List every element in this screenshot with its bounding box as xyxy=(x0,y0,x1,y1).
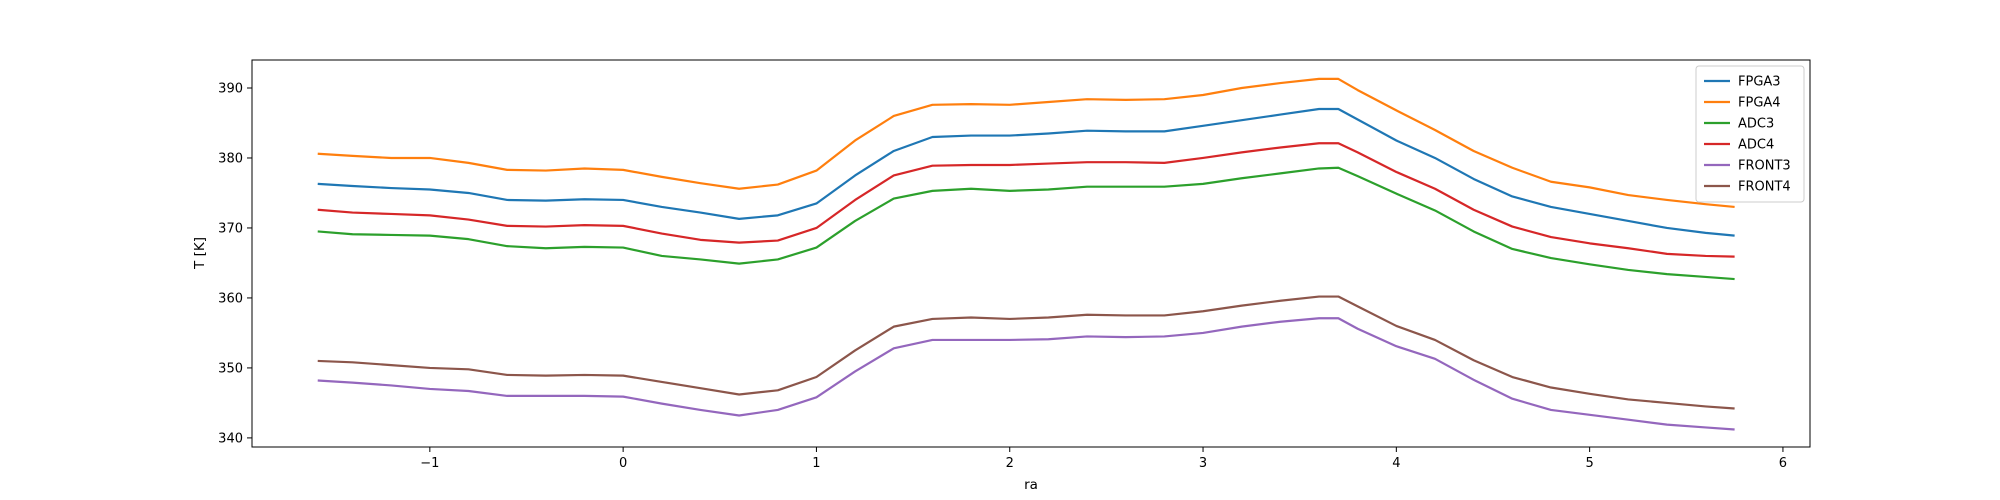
y-axis-label: T [K] xyxy=(192,237,208,270)
legend-label-fpga4: FPGA4 xyxy=(1738,96,1781,111)
legend-label-adc4: ADC4 xyxy=(1738,138,1774,153)
series-line-adc3 xyxy=(317,166,1735,281)
x-tick-label: −1 xyxy=(420,456,439,471)
x-tick-label: 6 xyxy=(1779,456,1787,471)
x-tick-label: 2 xyxy=(1006,456,1014,471)
y-tick-label: 350 xyxy=(218,361,243,376)
x-tick-label: 3 xyxy=(1199,456,1207,471)
series-line-front3 xyxy=(317,317,1735,431)
legend-label-front4: FRONT4 xyxy=(1738,180,1791,195)
legend-label-adc3: ADC3 xyxy=(1738,117,1774,132)
series-line-adc4 xyxy=(317,142,1735,258)
x-axis-label: ra xyxy=(1024,477,1038,493)
series-lines xyxy=(317,77,1735,431)
x-tick-label: 0 xyxy=(619,456,627,471)
y-tick-label: 390 xyxy=(218,81,243,96)
y-tick-label: 340 xyxy=(218,431,243,446)
series-line-front4 xyxy=(317,295,1735,410)
legend-label-front3: FRONT3 xyxy=(1738,159,1791,174)
x-tick-label: 1 xyxy=(812,456,820,471)
y-tick-label: 370 xyxy=(218,221,243,236)
plot-frame xyxy=(251,59,1811,448)
y-tick-label: 360 xyxy=(218,291,243,306)
x-tick-label: 5 xyxy=(1585,456,1593,471)
series-line-fpga4 xyxy=(317,77,1735,209)
series-line-fpga3 xyxy=(317,107,1735,237)
legend: FPGA3 FPGA4 ADC3 ADC4 FRONT3 FRONT4 xyxy=(1695,65,1805,203)
legend-box xyxy=(1695,65,1805,203)
legend-label-fpga3: FPGA3 xyxy=(1738,75,1781,90)
x-tick-label: 4 xyxy=(1392,456,1400,471)
x-axis: −1 0 1 2 3 4 5 6 xyxy=(420,447,1787,471)
y-axis: 340 350 360 370 380 390 xyxy=(218,81,252,446)
y-tick-label: 380 xyxy=(218,151,243,166)
